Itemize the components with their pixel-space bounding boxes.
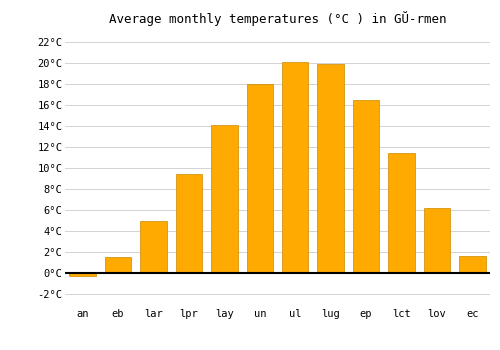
Bar [176,174,202,273]
Bar [246,84,273,273]
Bar [424,208,450,273]
Bar [282,62,308,273]
Bar [140,220,167,273]
Bar [353,100,380,273]
Title: Average monthly temperatures (°C ) in GŬ-rmen: Average monthly temperatures (°C ) in GŬ… [109,11,446,26]
Bar [211,125,238,273]
Bar [70,273,96,276]
Bar [318,64,344,273]
Bar [105,257,132,273]
Bar [388,153,414,273]
Bar [459,256,485,273]
